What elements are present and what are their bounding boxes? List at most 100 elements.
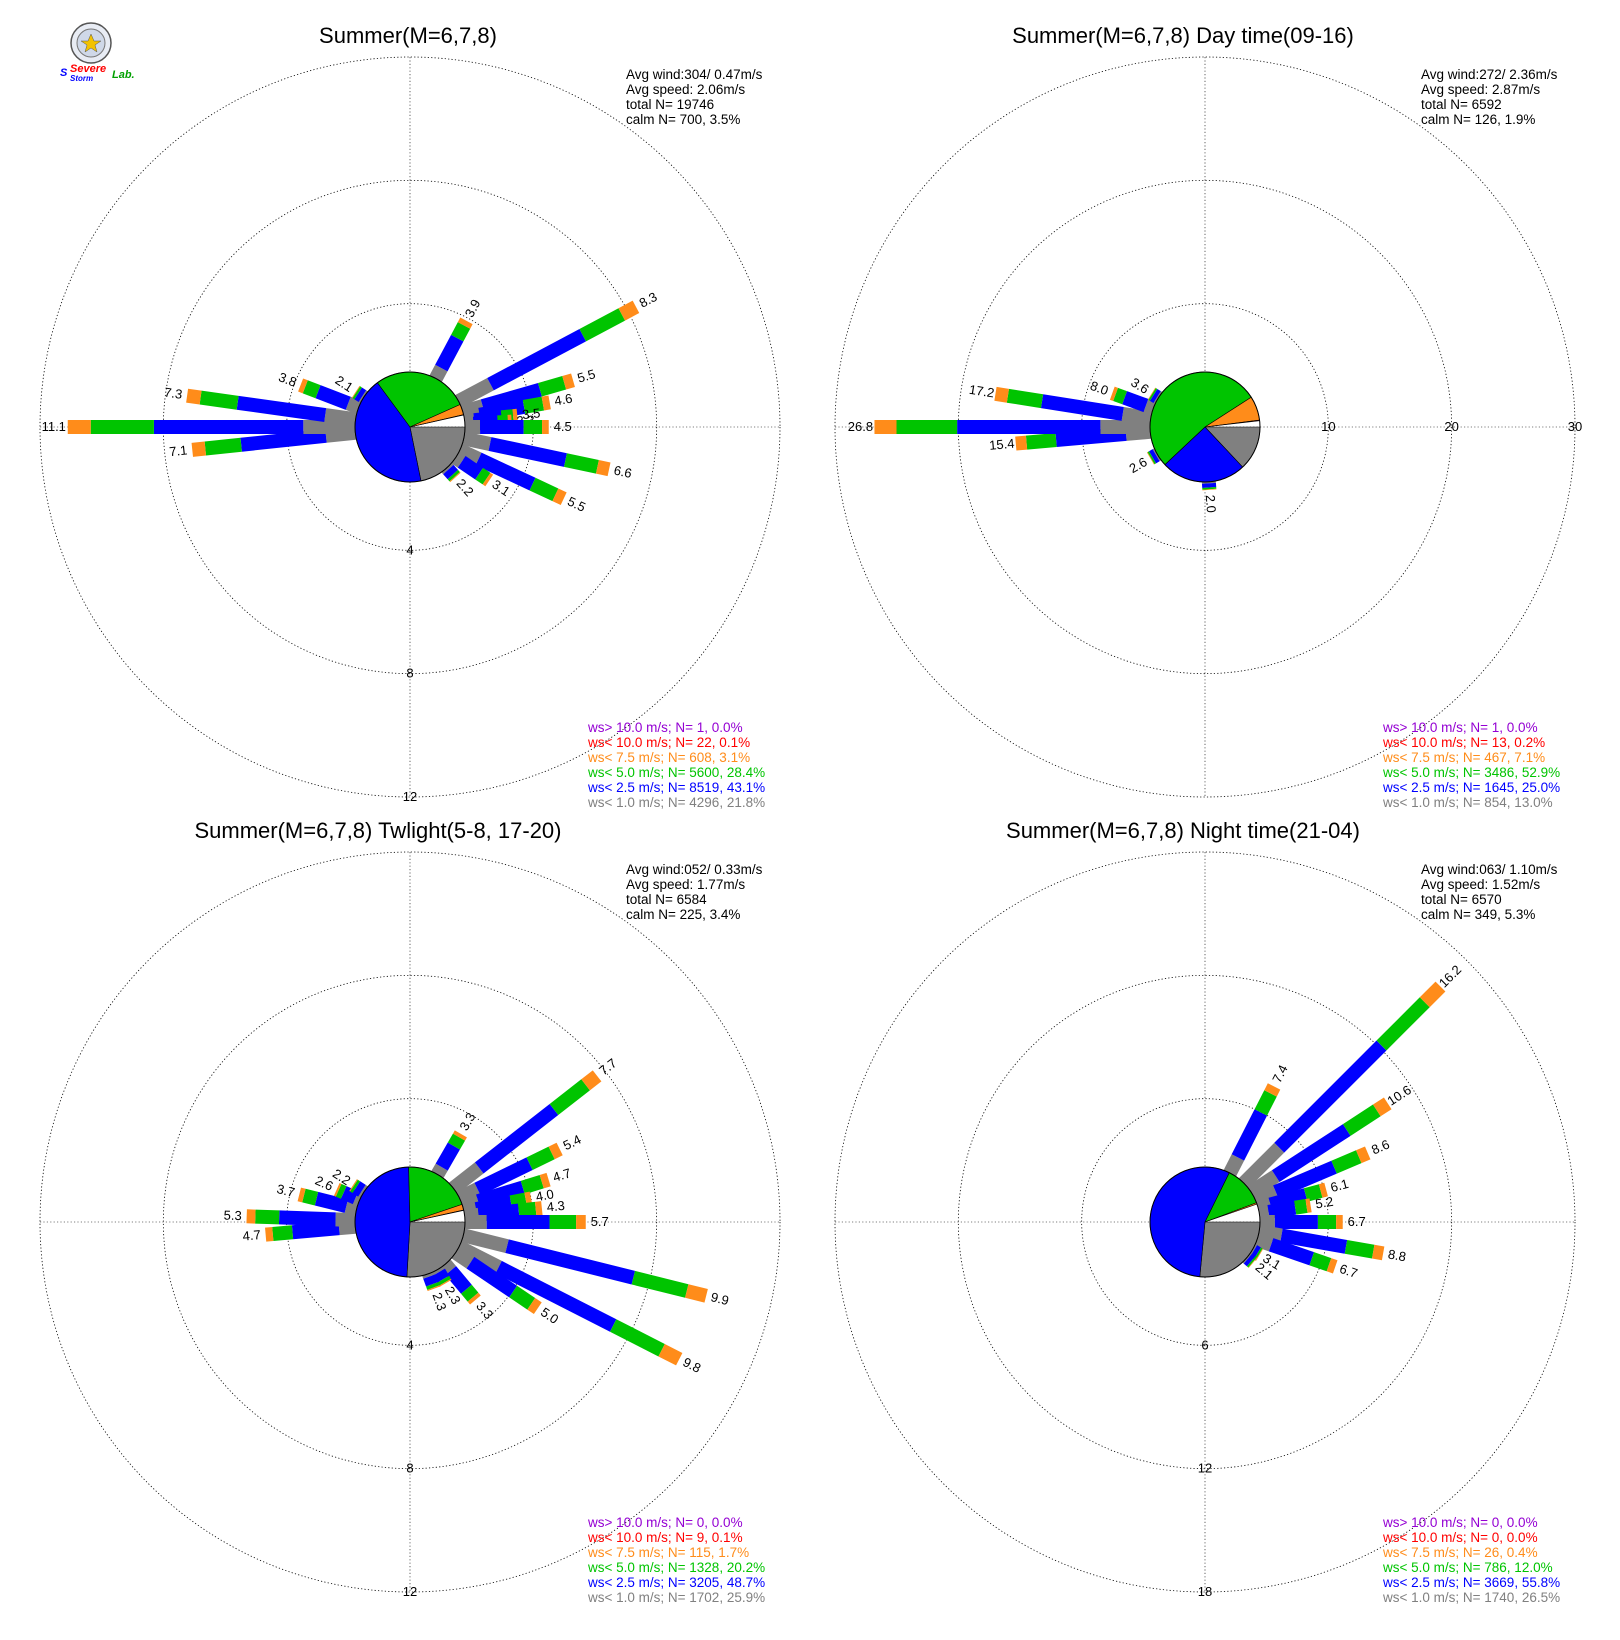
bar-value-label: 11.1 <box>42 419 66 434</box>
bar-value-label: 5.3 <box>223 1207 242 1223</box>
stat-line: Avg speed: 2.87m/s <box>1421 82 1540 97</box>
wind-bar-segment <box>447 469 460 482</box>
wind-bar-segment <box>439 1259 457 1276</box>
ring-label: 8 <box>406 1461 413 1476</box>
ring-label: 30 <box>1568 419 1582 434</box>
pie-outline <box>354 371 466 483</box>
wind-bar-segment <box>467 1292 481 1305</box>
wind-bar-segment <box>538 376 567 397</box>
wind-bar-segment <box>1252 1185 1279 1207</box>
wind-bar-segment <box>333 1182 342 1197</box>
bar-value-label: 5.5 <box>576 366 598 385</box>
svg-text:Severe: Severe <box>70 63 106 75</box>
wind-bar-segment <box>477 1203 520 1222</box>
wind-bar-segment <box>488 437 567 467</box>
bar-value-label: 5.7 <box>591 1214 609 1229</box>
wind-bar-segment <box>631 1270 689 1298</box>
bar-value-label: 4.5 <box>554 419 572 434</box>
wind-bar-segment <box>191 441 207 457</box>
wind-bar-segment <box>475 452 536 491</box>
wind-bar-segment <box>1143 398 1156 415</box>
wind-bar-segment <box>1318 1182 1328 1198</box>
bar-value-label: 15.4 <box>989 436 1016 453</box>
wind-bar-segment <box>451 1246 475 1269</box>
panel-title: Summer(M=6,7,8) Night time(21-04) <box>1006 818 1360 843</box>
legend-entry: ws< 2.5 m/s; N= 3669, 55.8% <box>1382 1575 1560 1590</box>
wind-bar-segment <box>462 431 492 451</box>
bar-value-label: 3.9 <box>462 297 484 320</box>
wind-bar-segment <box>278 1210 336 1227</box>
wind-bar-segment <box>456 1182 481 1205</box>
wind-bar-segment <box>1268 1238 1315 1266</box>
wind-bar-segment <box>534 1201 543 1216</box>
legend-entry: ws< 10.0 m/s; N= 13, 0.2% <box>1382 735 1545 750</box>
wind-bar-segment <box>338 1219 356 1236</box>
wind-bar-segment <box>476 1180 525 1208</box>
bar-value-label: 7.3 <box>163 385 183 402</box>
wind-bar-segment <box>1006 388 1044 409</box>
panel-title: Summer(M=6,7,8) Twlight(5-8, 17-20) <box>194 818 561 843</box>
bar-value-label: 8.8 <box>1387 1246 1407 1264</box>
wind-bar-segment <box>204 437 242 456</box>
wind-bar-segment <box>1231 1109 1268 1161</box>
wind-bar-segment <box>548 1142 563 1160</box>
wind-bar-segment <box>466 1256 518 1298</box>
bar-value-label: 6.7 <box>1348 1214 1366 1229</box>
wind-bar-segment <box>474 1157 533 1196</box>
wind-bar-segment <box>449 1162 484 1194</box>
wind-bar-segment <box>517 1201 537 1218</box>
legend-entry: ws> 10.0 m/s; N= 1, 0.0% <box>1382 720 1538 735</box>
wind-bar-segment <box>335 1183 347 1199</box>
wind-bar-segment <box>1342 1104 1381 1136</box>
wind-bar-segment <box>1254 1233 1274 1252</box>
stat-line: calm N= 700, 3.5% <box>626 112 740 127</box>
wind-bar-segment <box>1305 1198 1312 1213</box>
wind-bar-segment <box>520 1175 544 1195</box>
wind-bar-segment <box>1372 1097 1392 1117</box>
wind-bar-segment <box>1122 391 1149 413</box>
pie-outline <box>1149 371 1261 483</box>
stat-line: Avg wind:272/ 2.36m/s <box>1421 67 1558 82</box>
legend-entry: ws< 5.0 m/s; N= 3486, 52.9% <box>1382 765 1560 780</box>
wind-bar-segment <box>495 1260 617 1332</box>
wind-bar-segment <box>302 380 321 399</box>
wind-bar-segment <box>552 488 567 506</box>
wind-bar-segment <box>352 386 362 400</box>
legend-entry: ws> 10.0 m/s; N= 0, 0.0% <box>587 1515 743 1530</box>
wind-bar-segment <box>445 1266 472 1294</box>
wind-bar-segment <box>431 1163 448 1178</box>
stat-line: calm N= 126, 1.9% <box>1421 112 1535 127</box>
legend-entry: ws< 1.0 m/s; N= 4296, 21.8% <box>587 795 765 810</box>
bar-value-label: 3.3 <box>473 1299 496 1322</box>
wind-bar-segment <box>1268 1188 1308 1212</box>
bar-value-label: 5.0 <box>538 1304 561 1327</box>
wind-bar-segment <box>1055 426 1127 447</box>
wind-bar-segment <box>314 1191 349 1213</box>
radial-ring <box>957 974 1453 1470</box>
bar-value-label: 4.7 <box>551 1165 573 1185</box>
wind-bar-segment <box>482 472 494 487</box>
wind-bar-segment <box>487 328 587 391</box>
radial-ring <box>39 56 781 798</box>
legend-entry: ws> 10.0 m/s; N= 0, 0.0% <box>1382 1515 1538 1530</box>
wind-bar-segment <box>1267 1200 1297 1219</box>
wind-bar-segment <box>1025 433 1057 450</box>
wind-bar-segment <box>461 1228 509 1253</box>
bar-value-label: 3.3 <box>456 1110 478 1133</box>
wind-bar-segment <box>1148 388 1158 401</box>
wind-bar-segment <box>340 1186 359 1205</box>
wind-bar-segment <box>994 386 1009 403</box>
wind-bar-segment <box>1331 1150 1362 1174</box>
bar-value-label: 4.6 <box>553 390 573 408</box>
bar-value-label: 2.6 <box>313 1173 336 1194</box>
wind-bar-segment <box>562 373 575 390</box>
wind-bar-segment <box>1253 1247 1263 1261</box>
wind-bar-segment <box>609 1319 665 1357</box>
wind-bar-segment <box>505 1239 636 1285</box>
bar-value-label: 7.7 <box>596 1055 619 1078</box>
wind-bar-segment <box>1264 1083 1281 1097</box>
wind-bar-segment <box>432 1268 450 1283</box>
bar-value-label: 6.7 <box>1338 1261 1360 1281</box>
radial-ring <box>39 851 781 1593</box>
